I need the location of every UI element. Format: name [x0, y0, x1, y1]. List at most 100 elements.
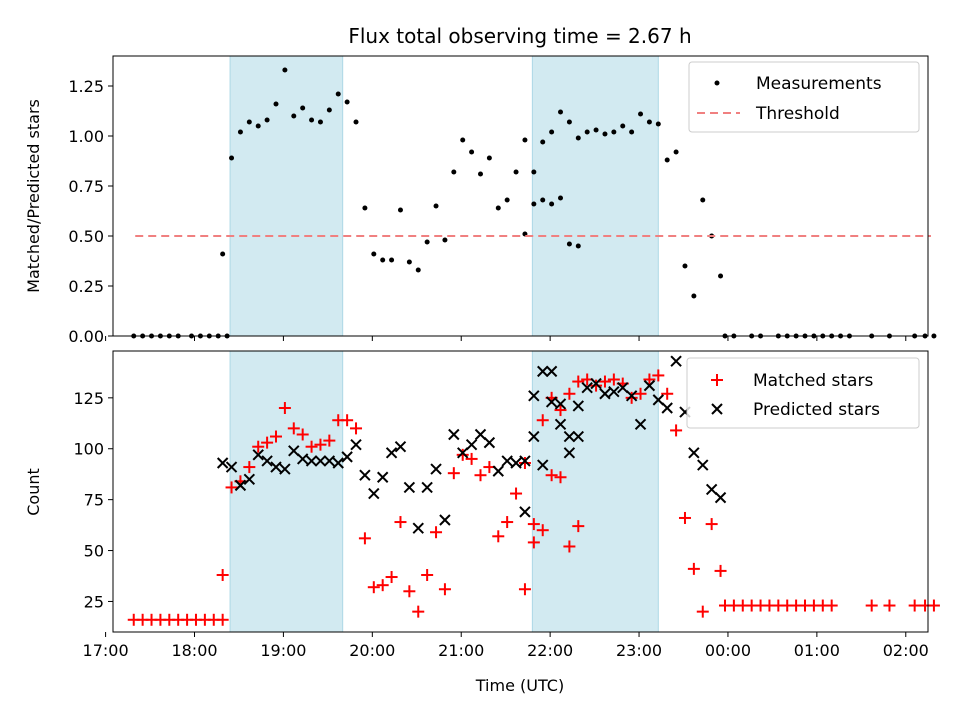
predicted-stars-point — [412, 522, 424, 534]
bottom-shaded-region-1 — [229, 350, 344, 633]
predicted-stars-point — [599, 388, 611, 400]
matched-stars-point — [421, 568, 434, 581]
top-y-axis-label: Matched/Predicted stars — [24, 99, 43, 293]
predicted-stars-point — [314, 455, 327, 467]
measurements-point — [575, 243, 581, 249]
bottom-plot-frame — [112, 350, 929, 633]
matched-stars-point — [394, 516, 407, 529]
measurements-point — [531, 201, 537, 207]
measurements-point — [255, 123, 261, 129]
matched-stars-point — [927, 599, 940, 612]
predicted-stars-point — [625, 390, 638, 402]
matched-stars-point — [403, 585, 416, 598]
predicted-stars-point — [643, 379, 656, 392]
predicted-stars-point — [617, 381, 629, 394]
measurements-point — [558, 195, 564, 201]
measurements-point — [424, 239, 430, 245]
matched-stars-point — [465, 452, 478, 465]
matched-stars-point — [865, 599, 878, 612]
y-tick-label: 25 — [84, 592, 104, 611]
matched-stars-point — [598, 375, 611, 388]
x-tick-label: 20:00 — [349, 641, 395, 660]
predicted-stars-point — [457, 447, 469, 459]
measurements-point — [237, 129, 243, 135]
matched-stars-point — [527, 536, 540, 549]
legend-label-predicted-stars: Predicted stars — [753, 400, 880, 420]
matched-stars-point — [518, 456, 531, 469]
predicted-stars-point — [216, 457, 229, 469]
predicted-stars-point — [652, 394, 665, 406]
predicted-stars-point — [332, 457, 344, 469]
measurements-point — [282, 67, 288, 73]
predicted-stars-point — [554, 398, 567, 410]
series-predicted-stars — [216, 355, 727, 534]
matched-stars-point — [501, 516, 514, 529]
measurements-point — [291, 113, 297, 119]
measurements-point — [504, 197, 510, 203]
matched-stars-point — [447, 467, 460, 480]
predicted-stars-point — [448, 428, 460, 441]
measurements-point — [611, 129, 617, 135]
predicted-stars-point — [234, 479, 247, 492]
measurements-point — [566, 241, 572, 247]
predicted-stars-point — [439, 514, 451, 526]
matched-stars-point — [536, 524, 549, 537]
predicted-stars-point — [572, 400, 584, 412]
matched-stars-point — [563, 540, 576, 553]
matched-stars-point — [376, 579, 389, 592]
predicted-stars-point — [572, 430, 584, 443]
matched-stars-point — [572, 375, 585, 388]
measurements-point — [682, 263, 688, 269]
measurements-point — [309, 117, 315, 123]
matched-stars-point — [590, 379, 603, 392]
measurements-point — [317, 119, 323, 125]
measurements-point — [353, 119, 359, 125]
x-tick-label: 00:00 — [705, 641, 751, 660]
predicted-stars-point — [581, 381, 593, 394]
predicted-stars-point — [608, 386, 620, 398]
legend-label-measurements: Measurements — [756, 74, 882, 94]
matched-stars-point — [438, 583, 451, 596]
predicted-stars-point — [296, 453, 309, 465]
predicted-stars-point — [288, 445, 300, 457]
measurements-point — [593, 127, 599, 133]
measurements-point — [469, 149, 475, 155]
chart-title: Flux total observing time = 2.67 h — [348, 24, 691, 48]
y-tick-label: 125 — [73, 389, 104, 408]
predicted-stars-point — [714, 491, 727, 504]
predicted-stars-point — [421, 481, 433, 494]
matched-stars-point — [225, 481, 238, 494]
measurements-point — [451, 169, 457, 175]
matched-stars-point — [243, 461, 256, 474]
legend-marker-measurements — [714, 80, 720, 86]
measurements-point — [442, 237, 448, 243]
measurements-point — [566, 119, 572, 125]
matched-stars-point — [492, 530, 505, 543]
top-legend-box — [688, 61, 920, 133]
top-panel: 0.00 0.25 0.50 0.75 1.00 1.25 Matched/Predict… — [24, 55, 937, 346]
matched-stars-point — [554, 404, 567, 417]
matched-stars-point — [296, 428, 309, 441]
predicted-stars-point — [545, 365, 558, 378]
measurements-point — [646, 119, 652, 125]
matched-stars-point — [634, 387, 647, 400]
matched-stars-point — [687, 562, 700, 575]
top-plot-frame — [112, 55, 929, 337]
legend-label-matched-stars: Matched stars — [753, 371, 873, 391]
predicted-stars-point — [465, 438, 478, 451]
matched-stars-point — [572, 520, 585, 533]
measurements-point — [362, 205, 368, 211]
measurements-point — [513, 169, 519, 175]
measurements-point — [575, 135, 581, 141]
top-shaded-region-1 — [229, 55, 344, 337]
measurements-point — [549, 201, 555, 207]
measurements-point — [629, 129, 635, 135]
predicted-stars-point — [545, 396, 558, 408]
matched-stars-point — [278, 402, 291, 415]
predicted-stars-point — [563, 447, 576, 459]
predicted-stars-point — [430, 463, 442, 475]
matched-stars-point — [678, 511, 691, 524]
measurements-point — [664, 157, 670, 163]
legend-label-threshold: Threshold — [755, 104, 840, 124]
measurements-point — [558, 109, 564, 115]
